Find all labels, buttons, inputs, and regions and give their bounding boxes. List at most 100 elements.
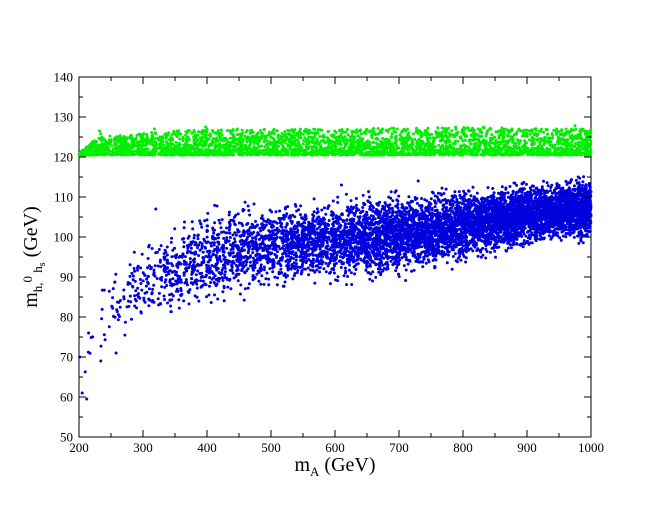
- data-point: [395, 144, 399, 148]
- data-point: [542, 142, 546, 146]
- data-point: [387, 127, 391, 131]
- data-point: [118, 139, 122, 142]
- data-point: [124, 137, 128, 140]
- data-point: [102, 333, 106, 337]
- data-point: [286, 153, 290, 157]
- data-point: [381, 127, 385, 131]
- data-point: [537, 144, 540, 148]
- data-point: [248, 260, 252, 264]
- data-point: [401, 145, 405, 149]
- data-point: [359, 147, 363, 151]
- data-point: [458, 135, 462, 139]
- data-point: [197, 130, 200, 134]
- data-point: [415, 148, 419, 152]
- data-point: [502, 127, 505, 131]
- data-point: [116, 153, 120, 156]
- data-point: [173, 146, 177, 150]
- data-point: [528, 138, 531, 142]
- data-point: [209, 148, 213, 152]
- data-point: [126, 150, 130, 154]
- data-point: [91, 140, 94, 144]
- data-point: [550, 136, 554, 140]
- data-point: [99, 132, 103, 136]
- data-point: [586, 143, 590, 147]
- data-point: [479, 141, 483, 145]
- data-point: [198, 149, 202, 153]
- data-point: [149, 150, 153, 154]
- data-point: [558, 141, 562, 145]
- data-point: [533, 151, 537, 155]
- data-point: [341, 139, 345, 143]
- data-point: [333, 143, 337, 147]
- data-point: [487, 143, 491, 147]
- data-point: [406, 144, 410, 148]
- data-point: [432, 153, 436, 157]
- data-point: [556, 146, 560, 150]
- data-point: [276, 152, 280, 156]
- data-point: [141, 134, 145, 137]
- data-point: [183, 142, 187, 146]
- data-point: [418, 143, 422, 147]
- data-point: [181, 137, 185, 141]
- data-point: [545, 128, 549, 131]
- data-point: [372, 127, 376, 130]
- data-point: [306, 138, 310, 142]
- data-point: [382, 153, 386, 157]
- data-point: [471, 249, 475, 253]
- data-point: [124, 149, 128, 153]
- data-point: [267, 149, 271, 153]
- data-point: [516, 138, 519, 142]
- data-point: [475, 148, 479, 152]
- data-point: [412, 148, 416, 152]
- data-point: [553, 143, 557, 147]
- data-point: [145, 132, 149, 136]
- data-point: [100, 139, 104, 143]
- data-point: [492, 191, 496, 195]
- data-point: [490, 133, 494, 137]
- data-point: [504, 150, 508, 154]
- data-point: [163, 153, 167, 157]
- data-point: [415, 145, 419, 148]
- data-point: [194, 141, 198, 145]
- data-point: [292, 130, 296, 134]
- data-point: [348, 150, 352, 154]
- data-point: [413, 153, 417, 157]
- data-point: [585, 129, 588, 133]
- data-point: [276, 133, 280, 137]
- data-point: [474, 141, 478, 145]
- data-point: [259, 282, 263, 286]
- data-point: [177, 132, 181, 136]
- data-point: [247, 137, 251, 141]
- data-point: [577, 149, 581, 153]
- data-point: [184, 133, 187, 137]
- data-point: [559, 129, 563, 133]
- data-point: [205, 140, 209, 144]
- data-point: [169, 145, 173, 149]
- data-point: [366, 150, 370, 154]
- data-point: [543, 135, 547, 139]
- data-point: [437, 143, 441, 147]
- data-point: [356, 134, 360, 138]
- data-point: [508, 135, 512, 138]
- data-point: [241, 140, 245, 144]
- data-point: [150, 136, 154, 140]
- data-point: [283, 141, 287, 145]
- data-point: [232, 148, 236, 152]
- data-point: [266, 145, 270, 149]
- data-point: [491, 141, 495, 145]
- data-point: [361, 144, 365, 148]
- data-point: [434, 149, 438, 153]
- data-point: [542, 130, 546, 134]
- data-point: [496, 151, 500, 155]
- series-lower-blue: [78, 175, 593, 401]
- data-point: [269, 132, 273, 136]
- data-point: [192, 130, 196, 134]
- data-point: [523, 139, 527, 143]
- data-point: [124, 143, 128, 147]
- data-point: [453, 139, 457, 143]
- data-point: [196, 133, 200, 137]
- data-point: [190, 146, 194, 150]
- data-point: [113, 136, 117, 140]
- data-point: [485, 131, 489, 135]
- data-point: [528, 132, 532, 136]
